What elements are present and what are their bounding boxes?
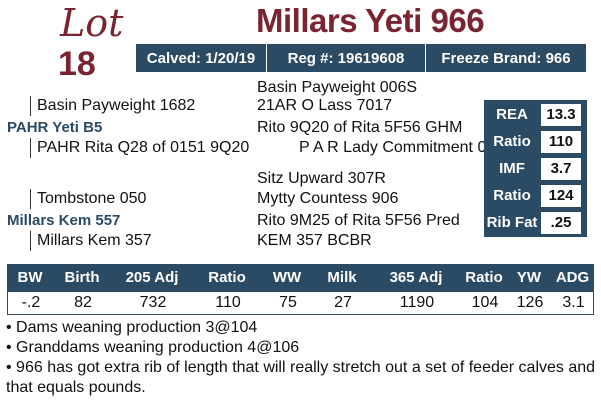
note-item: • 966 has got extra rib of length that w… <box>6 359 596 396</box>
divider <box>425 44 426 72</box>
sire-sire-dam: 21AR O Lass 7017 <box>257 97 393 114</box>
table-cell: 126 <box>516 294 544 311</box>
carcass-value: 110 <box>541 131 581 153</box>
column-header: Ratio <box>208 269 246 286</box>
column-header: Ratio <box>465 269 503 286</box>
table-cell: 104 <box>471 294 499 311</box>
calved-date: Calved: 1/20/19 <box>146 49 256 67</box>
animal-name-title: Millars Yeti 966 <box>256 2 485 39</box>
carcass-value: 124 <box>541 185 581 207</box>
dam-sire: Tombstone 050 <box>37 190 147 207</box>
sire: PAHR Yeti B5 <box>7 119 103 136</box>
carcass-label: Ratio <box>493 187 531 204</box>
notes-list: • Dams weaning production 3@104 • Grandd… <box>6 318 596 398</box>
table-cell: 75 <box>279 294 297 311</box>
table-cell: 3.1 <box>562 294 585 311</box>
column-header: BW <box>17 269 43 286</box>
column-header: WW <box>272 269 302 286</box>
carcass-row: Ratio 110 <box>484 131 587 153</box>
table-cell: 732 <box>139 294 167 311</box>
pedigree-bracket <box>30 189 31 209</box>
info-bar: Calved: 1/20/19 Reg #: 19619608 Freeze B… <box>136 44 586 72</box>
column-header: 365 Adj <box>389 269 443 286</box>
dam-sire-sire: Sitz Upward 307R <box>257 170 386 187</box>
pedigree-bracket <box>30 96 31 116</box>
dam-dam-dam: KEM 357 BCBR <box>257 232 372 249</box>
dam-sire-dam: Mytty Countess 906 <box>257 190 399 207</box>
carcass-label: Ratio <box>493 133 531 150</box>
dam: Millars Kem 557 <box>7 212 121 229</box>
carcass-row: Ratio 124 <box>484 185 587 207</box>
carcass-row: REA 13.3 <box>484 104 587 126</box>
performance-header-row: BW Birth 205 Adj Ratio WW Milk 365 Adj R… <box>7 264 594 291</box>
pedigree-bracket <box>30 231 31 251</box>
divider <box>266 44 267 72</box>
sire-dam-sire: Rito 9Q20 of Rita 5F56 GHM <box>257 119 463 136</box>
table-cell: 27 <box>334 294 352 311</box>
column-header: Birth <box>64 269 100 286</box>
table-cell: 1190 <box>399 294 435 311</box>
carcass-data-box: REA 13.3 Ratio 110 IMF 3.7 Ratio 124 Rib… <box>484 100 587 237</box>
column-header: ADG <box>555 269 590 286</box>
column-header: 205 Adj <box>125 269 179 286</box>
sire-sire-sire: Basin Payweight 006S <box>257 79 418 96</box>
lot-label: Lot <box>60 1 124 45</box>
carcass-label: Rib Fat <box>486 214 538 231</box>
sire-dam-dam: P A R Lady Commitment 0151 <box>299 139 514 156</box>
performance-values-row: -.2 82 732 110 75 27 1190 104 126 3.1 <box>7 291 594 315</box>
column-header: YW <box>516 269 542 286</box>
freeze-brand: Freeze Brand: 966 <box>441 49 571 67</box>
carcass-label: IMF <box>499 160 525 177</box>
table-cell: 110 <box>215 294 241 311</box>
carcass-row: IMF 3.7 <box>484 158 587 180</box>
dam-dam: Millars Kem 357 <box>37 232 152 249</box>
registration-number: Reg #: 19619608 <box>287 49 405 67</box>
lot-number: 18 <box>58 45 96 83</box>
carcass-value: 13.3 <box>541 104 581 126</box>
column-header: Milk <box>327 269 357 286</box>
sire-dam: PAHR Rita Q28 of 0151 9Q20 <box>37 139 250 156</box>
dam-dam-sire: Rito 9M25 of Rita 5F56 Pred <box>257 212 460 229</box>
carcass-value: 3.7 <box>541 158 581 180</box>
note-item: • Granddams weaning production 4@106 <box>6 339 300 356</box>
sire-sire: Basin Payweight 1682 <box>37 97 196 114</box>
carcass-value: .25 <box>541 212 581 234</box>
table-cell: 82 <box>74 294 92 311</box>
note-item: • Dams weaning production 3@104 <box>6 319 258 336</box>
table-cell: -.2 <box>21 294 41 311</box>
carcass-label: REA <box>496 106 528 123</box>
pedigree-bracket <box>30 138 31 158</box>
carcass-row: Rib Fat .25 <box>484 212 587 234</box>
